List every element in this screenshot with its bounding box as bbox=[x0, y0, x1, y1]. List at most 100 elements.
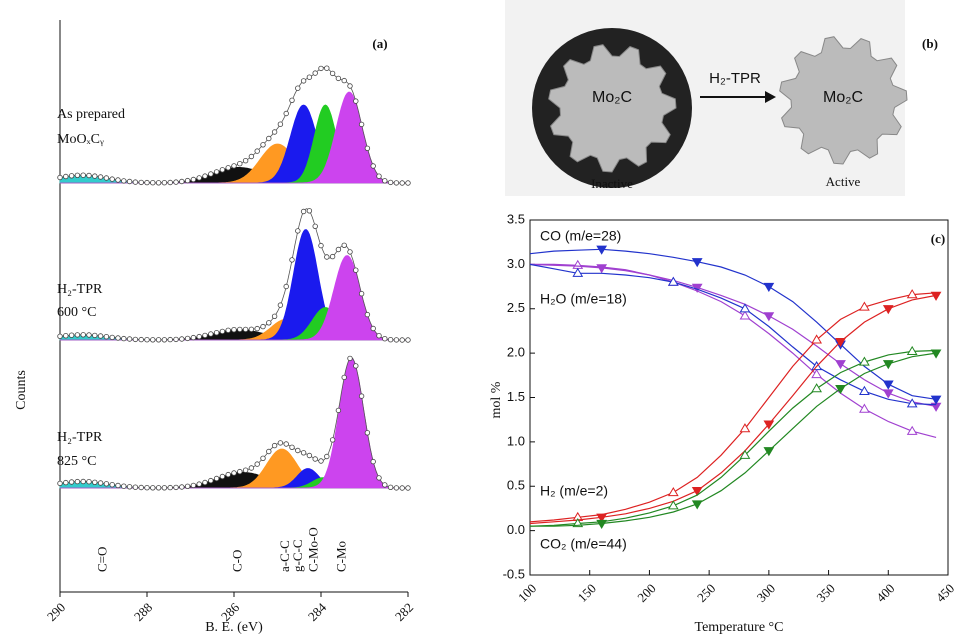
envelope-point bbox=[184, 483, 191, 489]
envelope-point bbox=[335, 75, 342, 82]
envelope-point bbox=[324, 453, 330, 460]
y-tick-label: 1.5 bbox=[507, 389, 525, 404]
envelope-point bbox=[341, 374, 347, 381]
envelope-point bbox=[103, 481, 110, 487]
envelope-point bbox=[364, 145, 371, 151]
series-label: H₂O (m/e=18) bbox=[540, 291, 627, 307]
envelope-point bbox=[109, 334, 115, 341]
envelope-point bbox=[347, 83, 353, 89]
envelope-point bbox=[376, 173, 382, 179]
envelope-point bbox=[237, 468, 243, 475]
envelope-point bbox=[57, 480, 63, 487]
envelope-point bbox=[347, 249, 353, 255]
envelope-point bbox=[242, 326, 249, 333]
envelope-point bbox=[86, 479, 92, 485]
peak-label: a-C-C bbox=[277, 540, 292, 572]
component-peak bbox=[60, 357, 408, 489]
envelope-point bbox=[68, 479, 75, 485]
envelope-point bbox=[202, 332, 208, 339]
y-tick-label: 1.0 bbox=[507, 433, 525, 448]
spectrum-label: MoOₓCᵧ bbox=[57, 132, 104, 147]
envelope-point bbox=[213, 169, 220, 175]
y-tick-label: 2.5 bbox=[507, 300, 525, 315]
envelope-point bbox=[271, 313, 278, 319]
envelope-point bbox=[144, 337, 150, 343]
envelope-point bbox=[57, 333, 63, 339]
envelope-point bbox=[167, 336, 173, 343]
envelope-point bbox=[242, 467, 249, 473]
envelope-point bbox=[196, 481, 202, 487]
envelope-point bbox=[138, 336, 144, 343]
y-tick-label: 2.0 bbox=[507, 345, 525, 360]
envelope-point bbox=[271, 129, 278, 135]
caption: Inactive bbox=[591, 176, 633, 191]
envelope-point bbox=[341, 242, 347, 248]
envelope-point bbox=[382, 482, 388, 488]
marker bbox=[739, 303, 751, 313]
envelope-point bbox=[103, 334, 110, 340]
panel-label: (b) bbox=[922, 36, 938, 51]
envelope-point bbox=[283, 441, 289, 447]
envelope-point bbox=[306, 208, 313, 214]
spectrum-label: 600 °C bbox=[57, 305, 96, 320]
series-line bbox=[529, 248, 937, 400]
marker bbox=[930, 395, 942, 405]
marker bbox=[667, 276, 679, 286]
caption: Active bbox=[826, 174, 861, 189]
envelope-point bbox=[173, 179, 179, 185]
envelope-point bbox=[376, 333, 382, 339]
envelope-point bbox=[92, 479, 98, 485]
envelope-point bbox=[358, 393, 365, 399]
envelope-point bbox=[358, 291, 365, 297]
marker bbox=[739, 449, 751, 459]
marker bbox=[691, 487, 703, 497]
envelope-point bbox=[393, 180, 400, 186]
marker bbox=[882, 380, 894, 390]
envelope-point bbox=[329, 253, 336, 260]
spectrum-label: 825 °C bbox=[57, 454, 96, 469]
envelope-point bbox=[295, 228, 301, 234]
envelope-point bbox=[237, 160, 243, 167]
envelope-point bbox=[115, 482, 121, 489]
envelope-point bbox=[266, 320, 272, 326]
envelope-point bbox=[213, 330, 220, 336]
marker bbox=[930, 291, 942, 301]
envelope-point bbox=[318, 65, 324, 72]
envelope-point bbox=[399, 485, 405, 491]
envelope-point bbox=[393, 485, 400, 491]
y-tick-label: 3.5 bbox=[507, 211, 525, 226]
envelope-point bbox=[150, 485, 156, 491]
envelope-point bbox=[219, 328, 226, 335]
envelope-point bbox=[208, 171, 214, 177]
marker bbox=[906, 289, 918, 299]
envelope-point bbox=[382, 178, 388, 184]
spectrum-label: H₂-TPR bbox=[57, 430, 103, 445]
envelope-point bbox=[103, 175, 110, 181]
envelope-point bbox=[347, 355, 353, 362]
envelope-point bbox=[80, 332, 86, 338]
envelope-point bbox=[266, 135, 272, 142]
peak-label: C-Mo bbox=[334, 541, 349, 572]
envelope-point bbox=[109, 176, 115, 182]
series-label: CO₂ (m/e=44) bbox=[540, 536, 627, 552]
envelope-point bbox=[155, 337, 162, 343]
envelope-point bbox=[295, 85, 301, 91]
envelope-point bbox=[155, 485, 162, 491]
peak-label: C-O bbox=[229, 550, 244, 572]
marker bbox=[859, 385, 870, 395]
envelope-point bbox=[260, 142, 266, 148]
envelope-point bbox=[260, 455, 266, 461]
envelope-point bbox=[196, 333, 202, 340]
series-label: H₂ (m/e=2) bbox=[540, 483, 608, 499]
series-line bbox=[530, 352, 937, 527]
peak-label: C=O bbox=[94, 547, 109, 572]
envelope-point bbox=[138, 179, 144, 186]
envelope-point bbox=[74, 332, 81, 338]
envelope-point bbox=[364, 430, 371, 436]
envelope-point bbox=[277, 302, 284, 308]
envelope-point bbox=[353, 363, 359, 369]
envelope-point bbox=[231, 470, 237, 476]
panel-label: (a) bbox=[372, 36, 387, 51]
envelope-point bbox=[376, 475, 382, 481]
peak-label: g-C-C bbox=[290, 540, 305, 573]
